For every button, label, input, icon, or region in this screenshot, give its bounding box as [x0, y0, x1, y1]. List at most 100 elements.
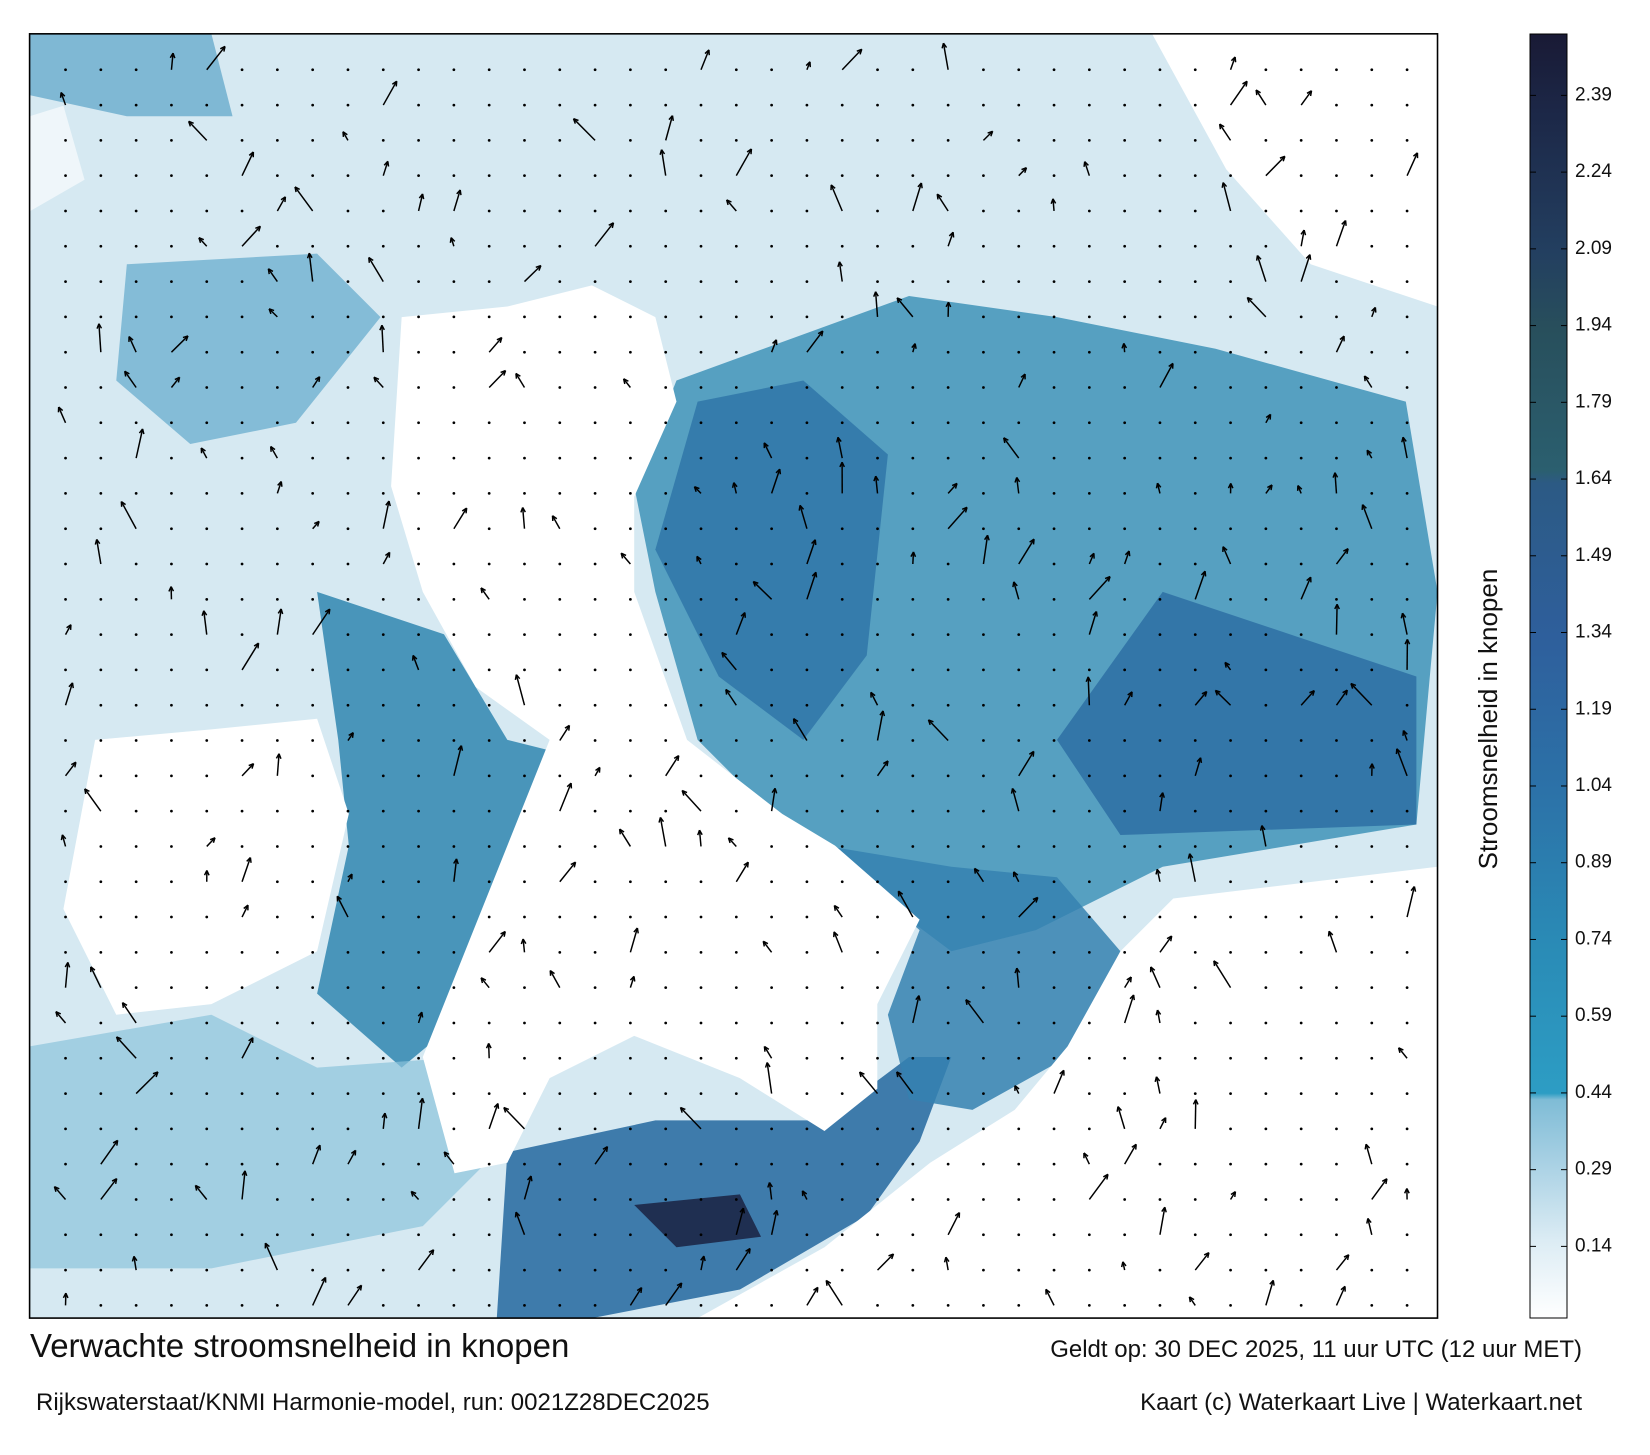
vector-dot [417, 280, 420, 283]
vector-dot [64, 1163, 67, 1166]
vector-dot [135, 880, 138, 883]
vector-dot [876, 139, 879, 142]
vector-dot [64, 1128, 67, 1131]
vector-dot [806, 210, 809, 213]
vector-dot [1194, 316, 1197, 319]
vector-dot [453, 916, 456, 919]
vector-dot [453, 139, 456, 142]
vector-dot [1264, 774, 1267, 777]
vector-dot [629, 1128, 632, 1131]
vector-dot [453, 598, 456, 601]
vector-dot [488, 492, 491, 495]
vector-dot [664, 1269, 667, 1272]
vector-dot [558, 1057, 561, 1060]
vector-dot [1300, 774, 1303, 777]
vector-dot [1300, 1304, 1303, 1307]
vector-dot [276, 810, 279, 813]
vector-dot [841, 1163, 844, 1166]
vector-dot [1053, 916, 1056, 919]
colorbar-label: Stroomsnelheid in knopen [1473, 569, 1503, 870]
vector-dot [1335, 316, 1338, 319]
vector-dot [629, 633, 632, 636]
vector-dot [1053, 810, 1056, 813]
vector-dot [1406, 104, 1409, 107]
vector-dot [911, 1163, 914, 1166]
vector-dot [1159, 1163, 1162, 1166]
vector-dot [170, 210, 173, 213]
vector-dot [1159, 633, 1162, 636]
vector-dot [982, 1163, 985, 1166]
vector-dot [488, 280, 491, 283]
vector-dot [1159, 1269, 1162, 1272]
vector-dot [1017, 1022, 1020, 1025]
vector-dot [1053, 1128, 1056, 1131]
vector-dot [841, 880, 844, 883]
vector-dot [594, 880, 597, 883]
vector-dot [1017, 704, 1020, 707]
vector-dot [1300, 139, 1303, 142]
vector-dot [1053, 986, 1056, 989]
vector-dot [1406, 280, 1409, 283]
vector-dot [170, 104, 173, 107]
vector-dot [1335, 139, 1338, 142]
vector-dot [241, 316, 244, 319]
vector-dot [311, 1057, 314, 1060]
vector-dot [1194, 951, 1197, 954]
vector-dot [1264, 139, 1267, 142]
vector-dot [806, 492, 809, 495]
vector-dot [629, 880, 632, 883]
vector-dot [1406, 1092, 1409, 1095]
vector-dot [1229, 739, 1232, 742]
vector-dot [170, 1092, 173, 1095]
vector-dot [1159, 351, 1162, 354]
vector-dot [99, 633, 102, 636]
vector-dot [205, 351, 208, 354]
vector-dot [276, 527, 279, 530]
vector-dot [629, 916, 632, 919]
vector-dot [64, 1092, 67, 1095]
vector-dot [205, 527, 208, 530]
vector-dot [594, 527, 597, 530]
vector-dot [382, 1233, 385, 1236]
colorbar-tick-label: 2.39 [1575, 84, 1612, 105]
vector-dot [1123, 527, 1126, 530]
vector-dot [276, 704, 279, 707]
vector-dot [770, 139, 773, 142]
vector-dot [523, 598, 526, 601]
vector-dot [806, 1163, 809, 1166]
vector-dot [523, 1163, 526, 1166]
vector-dot [99, 739, 102, 742]
vector-dot [1194, 104, 1197, 107]
vector-dot [1335, 1022, 1338, 1025]
vector-dot [64, 598, 67, 601]
vector-dot [382, 492, 385, 495]
vector-dot [311, 1198, 314, 1201]
vector-dot [982, 774, 985, 777]
vector-dot [947, 633, 950, 636]
vector-dot [1017, 421, 1020, 424]
vector-dot [347, 1057, 350, 1060]
vector-dot [347, 704, 350, 707]
vector-dot [1229, 351, 1232, 354]
vector-dot [1159, 527, 1162, 530]
vector-dot [876, 1128, 879, 1131]
vector-dot [1053, 669, 1056, 672]
vector-dot [629, 104, 632, 107]
vector-dot [1264, 1057, 1267, 1060]
vector-dot [629, 1233, 632, 1236]
vector-dot [64, 669, 67, 672]
vector-dot [1335, 1163, 1338, 1166]
vector-dot [311, 669, 314, 672]
vector-dot [1194, 421, 1197, 424]
vector-dot [876, 951, 879, 954]
vector-dot [700, 139, 703, 142]
vector-dot [1123, 1198, 1126, 1201]
vector-dot [1370, 986, 1373, 989]
vector-dot [1088, 280, 1091, 283]
vector-dot [135, 774, 138, 777]
vector-dot [1264, 68, 1267, 71]
vector-dot [276, 68, 279, 71]
colorbar-tick-label: 1.79 [1575, 391, 1612, 412]
vector-dot [1088, 1269, 1091, 1272]
vector-dot [770, 527, 773, 530]
